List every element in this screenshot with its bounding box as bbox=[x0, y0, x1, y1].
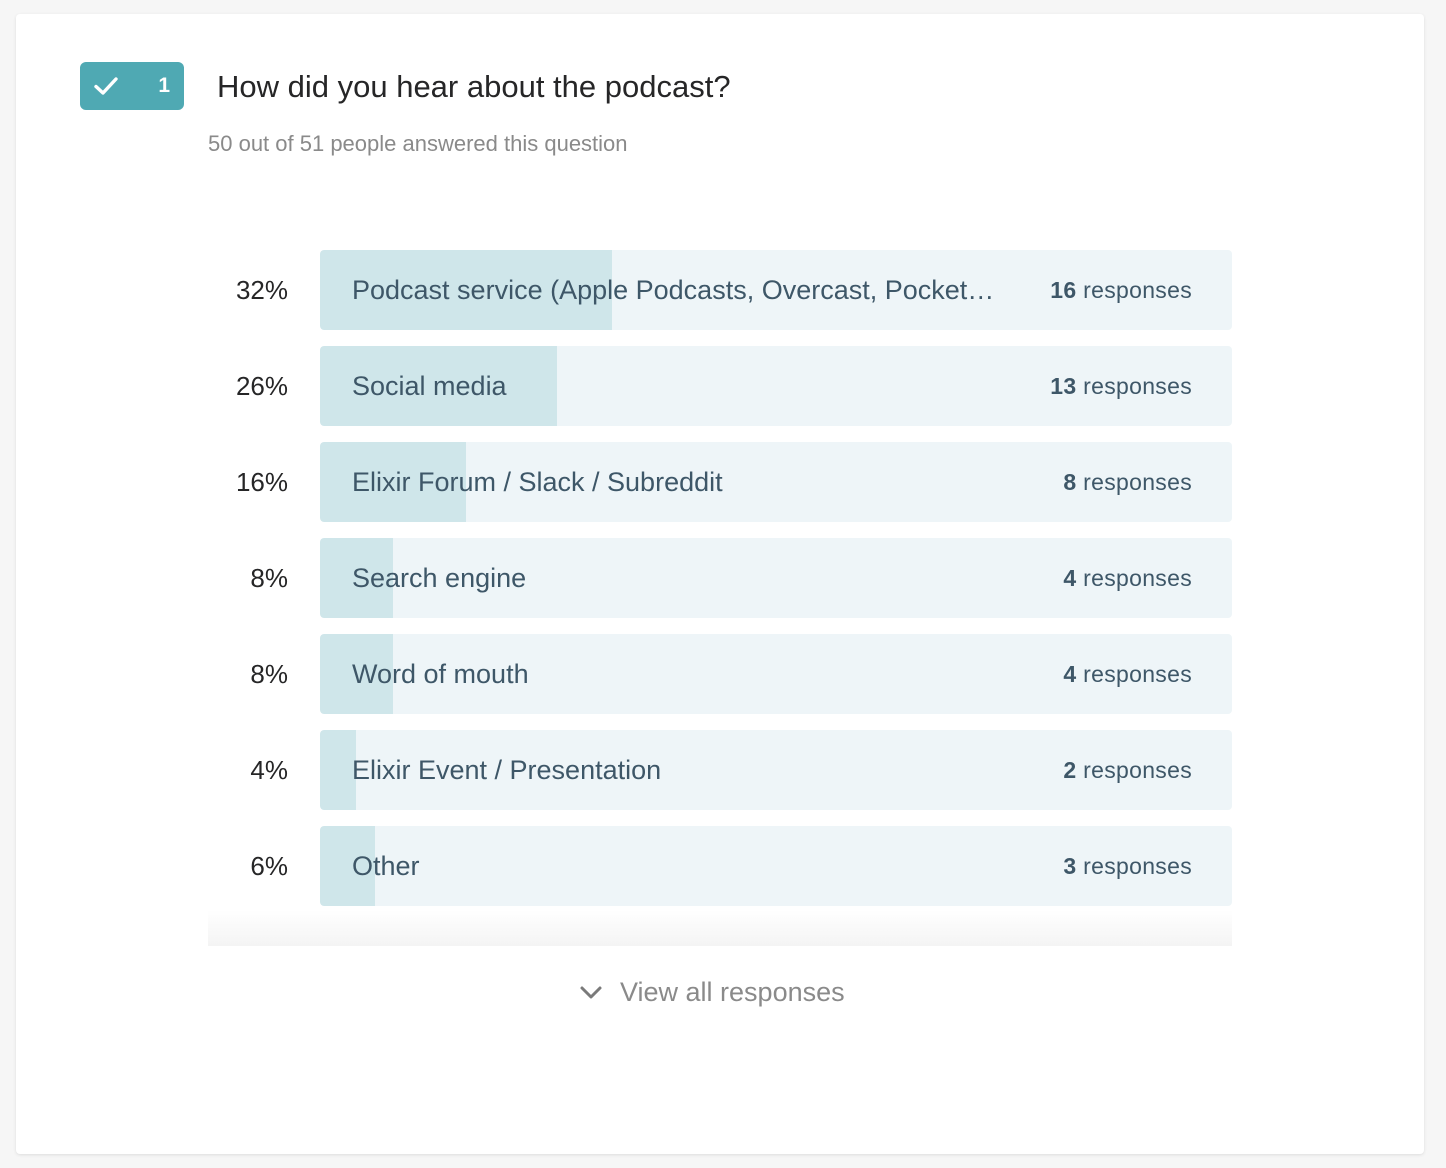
percent-label: 32% bbox=[235, 275, 288, 305]
bar-track: Social media 13 responses bbox=[320, 346, 1232, 426]
bar-fill bbox=[320, 346, 557, 426]
response-count-number: 4 bbox=[1063, 565, 1077, 591]
response-count-suffix: responses bbox=[1083, 565, 1192, 591]
response-count: 16 responses bbox=[1050, 250, 1192, 330]
response-count-number: 3 bbox=[1063, 853, 1077, 879]
response-count-suffix: responses bbox=[1083, 757, 1192, 783]
response-count: 2 responses bbox=[1063, 730, 1192, 810]
bar-track: Podcast service (Apple Podcasts, Overcas… bbox=[320, 250, 1232, 330]
chevron-down-icon bbox=[580, 986, 602, 999]
percent-label: 8% bbox=[250, 659, 288, 689]
response-row: 6% Other 3 responses bbox=[208, 826, 1232, 906]
bar-track: Word of mouth 4 responses bbox=[320, 634, 1232, 714]
option-label: Podcast service (Apple Podcasts, Overcas… bbox=[352, 275, 995, 305]
percent-label: 16% bbox=[235, 467, 288, 497]
option-label: Search engine bbox=[352, 563, 527, 593]
response-row: 4% Elixir Event / Presentation 2 responses bbox=[208, 730, 1232, 810]
bar-fill bbox=[320, 538, 393, 618]
question-card: 1 How did you hear about the podcast? 50… bbox=[16, 14, 1424, 1154]
view-all-responses-button[interactable]: View all responses bbox=[578, 972, 845, 1012]
response-row: 26% Social media 13 responses bbox=[208, 346, 1232, 426]
view-all-label[interactable]: View all responses bbox=[620, 976, 845, 1007]
response-count: 3 responses bbox=[1063, 826, 1192, 906]
answered-count: 50 out of 51 people answered this questi… bbox=[208, 131, 628, 156]
bar-fill bbox=[320, 634, 393, 714]
percent-label: 26% bbox=[235, 371, 288, 401]
bar-track: Search engine 4 responses bbox=[320, 538, 1232, 618]
response-count-number: 16 bbox=[1050, 277, 1077, 303]
percent-label: 4% bbox=[250, 755, 288, 785]
bar-track: Elixir Forum / Slack / Subreddit 8 respon… bbox=[320, 442, 1232, 522]
percent-label: 8% bbox=[250, 563, 288, 593]
bar-fill bbox=[320, 730, 356, 810]
response-count-number: 2 bbox=[1063, 757, 1077, 783]
response-count: 4 responses bbox=[1063, 538, 1192, 618]
bar-track: Elixir Event / Presentation 2 responses bbox=[320, 730, 1232, 810]
response-count: 4 responses bbox=[1063, 634, 1192, 714]
response-row: 32% Podcast service (Apple Podcasts, Over… bbox=[208, 250, 1232, 330]
response-count-suffix: responses bbox=[1083, 661, 1192, 687]
response-count-suffix: responses bbox=[1083, 469, 1192, 495]
option-label: Elixir Forum / Slack / Subreddit bbox=[352, 467, 723, 497]
percent-label: 6% bbox=[250, 851, 288, 881]
question-number: 1 bbox=[158, 74, 170, 97]
response-row: 8% Search engine 4 responses bbox=[208, 538, 1232, 618]
bar-fill bbox=[320, 442, 466, 522]
response-count: 8 responses bbox=[1063, 442, 1192, 522]
bar-fill bbox=[320, 250, 612, 330]
bar-track: Other 3 responses bbox=[320, 826, 1232, 906]
response-count: 13 responses bbox=[1050, 346, 1192, 426]
option-label: Elixir Event / Presentation bbox=[352, 755, 662, 785]
response-count-number: 8 bbox=[1063, 469, 1077, 495]
option-label: Other bbox=[352, 851, 420, 881]
response-count-suffix: responses bbox=[1083, 277, 1192, 303]
response-row: 16% Elixir Forum / Slack / Subreddit 8 res… bbox=[208, 442, 1232, 522]
option-label: Social media bbox=[352, 371, 507, 401]
response-count-suffix: responses bbox=[1083, 853, 1192, 879]
checkmark-icon bbox=[94, 77, 118, 95]
response-bar-chart: 32% Podcast service (Apple Podcasts, Over… bbox=[208, 250, 1232, 922]
response-count-number: 13 bbox=[1050, 373, 1077, 399]
response-count-number: 4 bbox=[1063, 661, 1077, 687]
question-number-badge: 1 bbox=[80, 62, 184, 110]
question-title: How did you hear about the podcast? bbox=[217, 69, 731, 104]
response-count-suffix: responses bbox=[1083, 373, 1192, 399]
list-fade-overlay bbox=[208, 910, 1232, 946]
bar-fill bbox=[320, 826, 375, 906]
response-row: 8% Word of mouth 4 responses bbox=[208, 634, 1232, 714]
option-label: Word of mouth bbox=[352, 659, 529, 689]
